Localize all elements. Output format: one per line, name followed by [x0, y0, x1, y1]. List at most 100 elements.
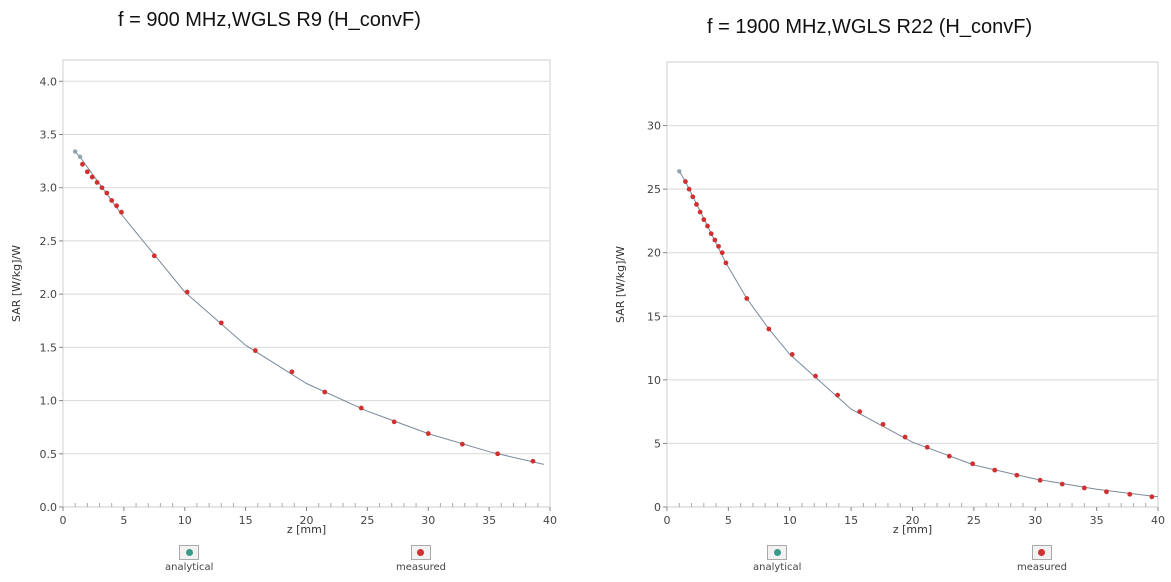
measured-point — [425, 431, 431, 436]
chart-title: f = 900 MHz,WGLS R9 (H_convF) — [118, 9, 421, 31]
x-tick-label: 5 — [120, 514, 127, 527]
measured-point — [992, 467, 998, 473]
y-axis-label: SAR [W/kg]/W — [10, 245, 23, 322]
y-axis-label: SAR [W/kg]/W — [614, 246, 627, 323]
y-tick-label: 2.0 — [40, 288, 58, 301]
measured-point — [813, 373, 818, 379]
y-tick-label: 30 — [647, 120, 661, 133]
measured-point — [89, 174, 95, 180]
measured-point — [1104, 489, 1109, 495]
x-tick-label: 15 — [239, 514, 253, 527]
measured-point — [701, 217, 707, 223]
measured-point — [530, 458, 536, 464]
measured-point — [924, 444, 930, 450]
measured-point — [902, 434, 908, 440]
x-tick-label: 5 — [725, 514, 732, 527]
chart-1900mhz: f = 1900 MHz,WGLS R22 (H_convF) 0 5 10 15 20… — [585, 0, 1171, 582]
legend-analytical: analytical — [753, 545, 801, 573]
measured-point — [716, 243, 721, 249]
y-tick-label: 25 — [647, 183, 661, 196]
x-tick-label: 40 — [543, 514, 557, 527]
x-axis-label: z [mm] — [287, 523, 326, 536]
x-tick-label: 15 — [844, 514, 858, 527]
measured-point — [766, 326, 772, 332]
measured-point — [1014, 472, 1020, 478]
y-tick-label: 1.0 — [40, 395, 58, 408]
y-tick-label: 3.5 — [40, 129, 58, 142]
analytical-point — [77, 154, 83, 160]
legend-analytical-swatch — [767, 545, 788, 560]
x-tick-label: 10 — [178, 514, 192, 527]
measured-point — [391, 419, 397, 425]
measured-point — [686, 186, 692, 192]
measured-point — [322, 389, 328, 395]
x-tick-label: 25 — [360, 514, 374, 527]
plot-frame — [666, 61, 1159, 508]
measured-point — [1127, 491, 1133, 497]
measured-point — [690, 194, 696, 200]
x-tick-label: 10 — [783, 514, 797, 527]
chart-title: f = 1900 MHz,WGLS R22 (H_convF) — [707, 16, 1033, 38]
measured-point — [1081, 485, 1087, 491]
measured-point — [80, 161, 85, 167]
x-tick-label: 30 — [1028, 514, 1042, 527]
measured-point — [744, 296, 750, 301]
measured-point — [94, 179, 100, 185]
legend-measured: measured — [396, 545, 446, 573]
measured-point — [705, 223, 710, 229]
y-tick-label: 20 — [647, 247, 661, 260]
chart-900mhz: f = 900 MHz,WGLS R9 (H_convF) 0.0 0.5 1.0 1… — [0, 0, 585, 582]
measured-point — [184, 289, 190, 295]
plot-frame — [62, 59, 551, 508]
y-tick-label: 4.0 — [40, 75, 58, 88]
measured-point — [1149, 494, 1155, 500]
measured-point — [712, 237, 718, 243]
legend-analytical-label: analytical — [165, 562, 214, 573]
measured-point — [109, 198, 115, 203]
y-tick-label: 0.5 — [40, 448, 58, 461]
measured-point — [84, 169, 90, 175]
measured-point — [683, 179, 688, 184]
measured-point — [252, 348, 258, 353]
legend-measured: measured — [1017, 545, 1067, 573]
y-tick-label: 2.5 — [40, 235, 58, 248]
measured-point — [495, 451, 501, 457]
plot-area: 0 5 10 15 20 25 30 0 5 10 15 20 25 30 35 40 z [mm] SAR [W… — [614, 61, 1165, 536]
measured-point — [151, 253, 157, 259]
x-tick-label: 20 — [906, 514, 920, 527]
measured-point — [857, 409, 863, 415]
measured-point — [723, 260, 729, 266]
measured-point — [880, 421, 886, 427]
legend-analytical-swatch — [179, 545, 200, 560]
analytical-point — [677, 169, 682, 174]
x-tick-label: 25 — [967, 514, 981, 527]
measured-point — [358, 405, 364, 411]
measured-point — [789, 352, 795, 357]
analytical-point — [72, 149, 78, 154]
measured-point — [289, 369, 295, 375]
x-tick-label: 0 — [60, 514, 67, 527]
legend-measured-label: measured — [396, 562, 446, 573]
measured-point — [835, 392, 841, 398]
y-tick-label: 5 — [654, 437, 661, 450]
measured-point — [1037, 477, 1043, 483]
x-tick-label: 40 — [1151, 514, 1165, 527]
y-tick-label: 3.0 — [40, 182, 58, 195]
legend-analytical: analytical — [165, 545, 213, 573]
measured-point — [459, 441, 465, 447]
measured-point — [694, 202, 699, 207]
plot-area: 0.0 0.5 1.0 1.5 2.0 2.5 3.0 3.5 4.0 0 5 10 15 20 25 30 3… — [10, 59, 557, 536]
measured-point — [218, 320, 224, 326]
measured-point — [697, 209, 703, 215]
measured-point — [970, 461, 976, 467]
measured-point — [719, 250, 725, 256]
x-tick-label: 0 — [664, 514, 671, 527]
y-tick-label: 10 — [647, 374, 661, 387]
analytical-curve — [74, 151, 545, 465]
x-tick-label: 20 — [300, 514, 314, 527]
measured-point — [99, 185, 105, 191]
measured-point — [946, 453, 952, 459]
legend-measured-label: measured — [1017, 562, 1067, 573]
x-tick-label: 35 — [482, 514, 496, 527]
legend-measured-swatch — [410, 545, 431, 560]
